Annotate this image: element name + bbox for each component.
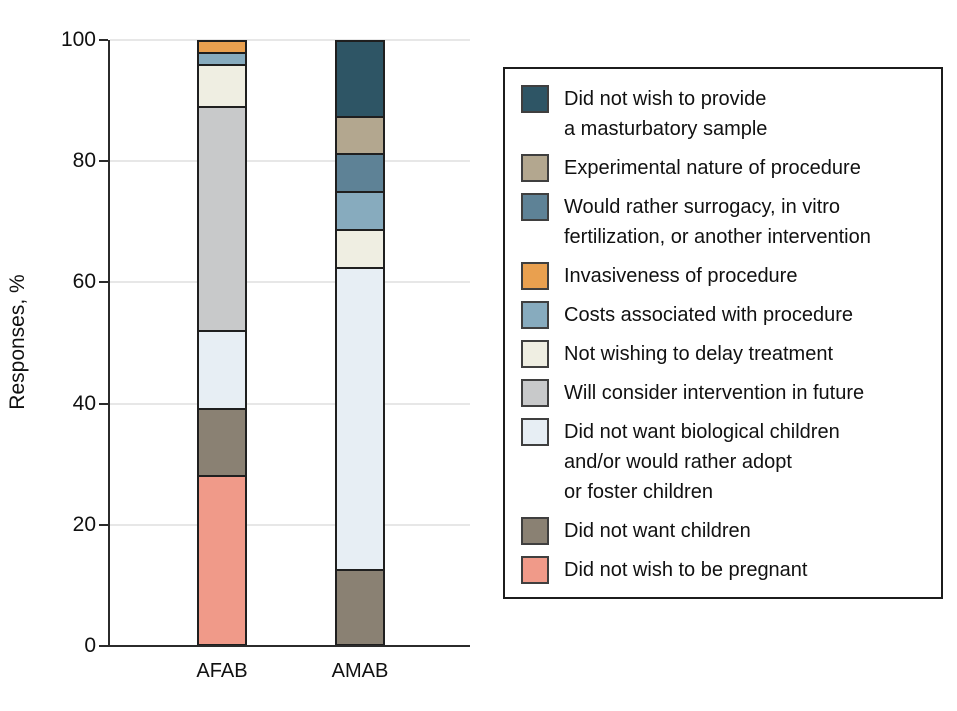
y-tick-label: 20	[72, 512, 96, 536]
y-tick-label: 0	[84, 634, 96, 657]
legend-label: Did not want biological children and/or w…	[564, 421, 840, 503]
y-tick-label: 100	[60, 28, 96, 51]
legend-swatch	[521, 517, 549, 545]
y-tick	[99, 523, 108, 526]
bar-segment	[198, 41, 246, 54]
bar-segment	[198, 65, 246, 108]
bar-afab	[197, 40, 247, 646]
legend-label: Experimental nature of procedure	[564, 157, 861, 179]
legend-label: Did not wish to provide a masturbatory sa…	[564, 88, 768, 140]
legend-swatch	[521, 379, 549, 407]
bar-segment	[336, 41, 384, 117]
y-tick	[99, 645, 108, 647]
legend-swatch	[521, 193, 549, 221]
x-category-label-afab: AFAB	[196, 660, 248, 682]
bar-segment	[198, 409, 246, 476]
legend-label: Costs associated with procedure	[564, 304, 854, 326]
bar-segment	[336, 154, 384, 192]
y-tick	[99, 402, 108, 405]
legend-item: Experimental nature of procedure	[521, 153, 925, 183]
gridline	[110, 39, 470, 41]
gridline	[110, 523, 470, 526]
legend-swatch	[521, 340, 549, 368]
bar-segment	[336, 116, 384, 155]
legend-swatch	[521, 85, 549, 113]
x-category-label-amab: AMAB	[331, 660, 389, 682]
legend-label: Will consider intervention in future	[564, 382, 865, 404]
legend-item: Would rather surrogacy, in vitro fertiliz…	[521, 192, 925, 252]
bar-segment	[336, 229, 384, 268]
legend-swatch	[521, 262, 549, 290]
x-axis-line	[108, 645, 470, 647]
bar-segment	[336, 569, 384, 645]
legend-item: Did not want biological children and/or w…	[521, 417, 925, 507]
legend-item: Not wishing to delay treatment	[521, 339, 925, 369]
legend-swatch	[521, 154, 549, 182]
legend-swatch	[521, 418, 549, 446]
y-tick	[99, 39, 108, 41]
legend-label: Would rather surrogacy, in vitro fertiliz…	[564, 196, 871, 248]
legend-label: Did not want children	[564, 520, 751, 542]
legend-item: Will consider intervention in future	[521, 378, 925, 408]
y-axis-line	[108, 40, 110, 647]
legend-swatch	[521, 301, 549, 329]
legend-label: Did not wish to be pregnant	[564, 559, 808, 581]
y-tick-label: 80	[72, 149, 96, 173]
legend-label: Not wishing to delay treatment	[564, 343, 834, 365]
bar-segment	[198, 475, 246, 645]
y-tick-label: 40	[72, 391, 96, 415]
gridline	[110, 402, 470, 405]
y-axis-label: Responses, %	[6, 274, 29, 410]
legend-item: Invasiveness of procedure	[521, 261, 925, 291]
legend-swatch	[521, 556, 549, 584]
y-tick	[99, 281, 108, 284]
gridline	[110, 281, 470, 284]
bar-segment	[198, 53, 246, 66]
legend-label: Invasiveness of procedure	[564, 265, 798, 287]
y-tick-label: 60	[72, 270, 96, 294]
y-tick	[99, 160, 108, 163]
bar-segment	[336, 192, 384, 230]
bar-segment	[198, 330, 246, 410]
bar-segment	[198, 107, 246, 331]
legend-item: Did not want children	[521, 516, 925, 546]
bar-amab	[335, 40, 385, 646]
legend-item: Did not wish to be pregnant	[521, 555, 925, 585]
bar-segment	[336, 267, 384, 570]
gridline	[110, 160, 470, 163]
legend-item: Did not wish to provide a masturbatory sa…	[521, 84, 925, 144]
legend-item: Costs associated with procedure	[521, 300, 925, 330]
legend: Did not wish to provide a masturbatory sa…	[503, 67, 943, 599]
